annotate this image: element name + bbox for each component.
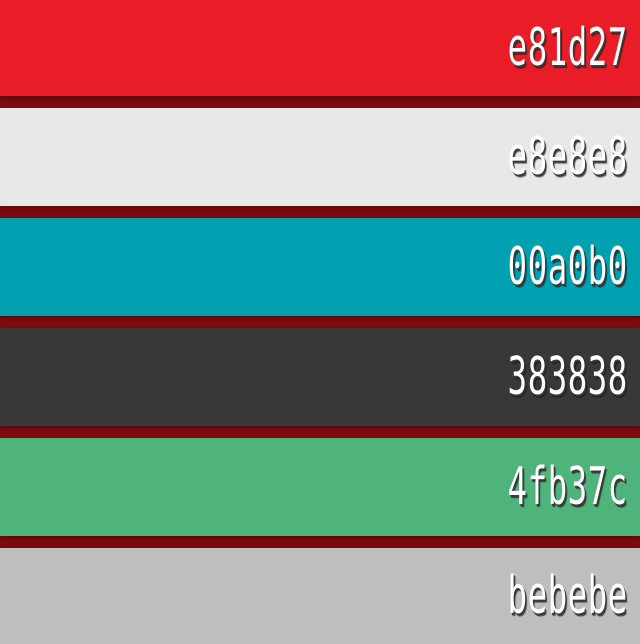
swatch-hex-label: e8e8e8 — [507, 127, 628, 187]
swatch-hex-label: 383838 — [507, 347, 628, 407]
swatch-hex-label: e81d27 — [507, 18, 628, 78]
swatch-e81d27: e81d27 — [0, 0, 640, 96]
swatch-383838: 383838 — [0, 328, 640, 426]
swatch-00a0b0: 00a0b0 — [0, 218, 640, 316]
swatch-hex-label: 4fb37c — [507, 457, 628, 517]
swatch-bebebe: bebebe — [0, 548, 640, 644]
swatch-4fb37c: 4fb37c — [0, 438, 640, 536]
swatch-hex-label: 00a0b0 — [507, 237, 628, 297]
swatch-hex-label: bebebe — [507, 566, 628, 626]
swatch-e8e8e8: e8e8e8 — [0, 108, 640, 206]
